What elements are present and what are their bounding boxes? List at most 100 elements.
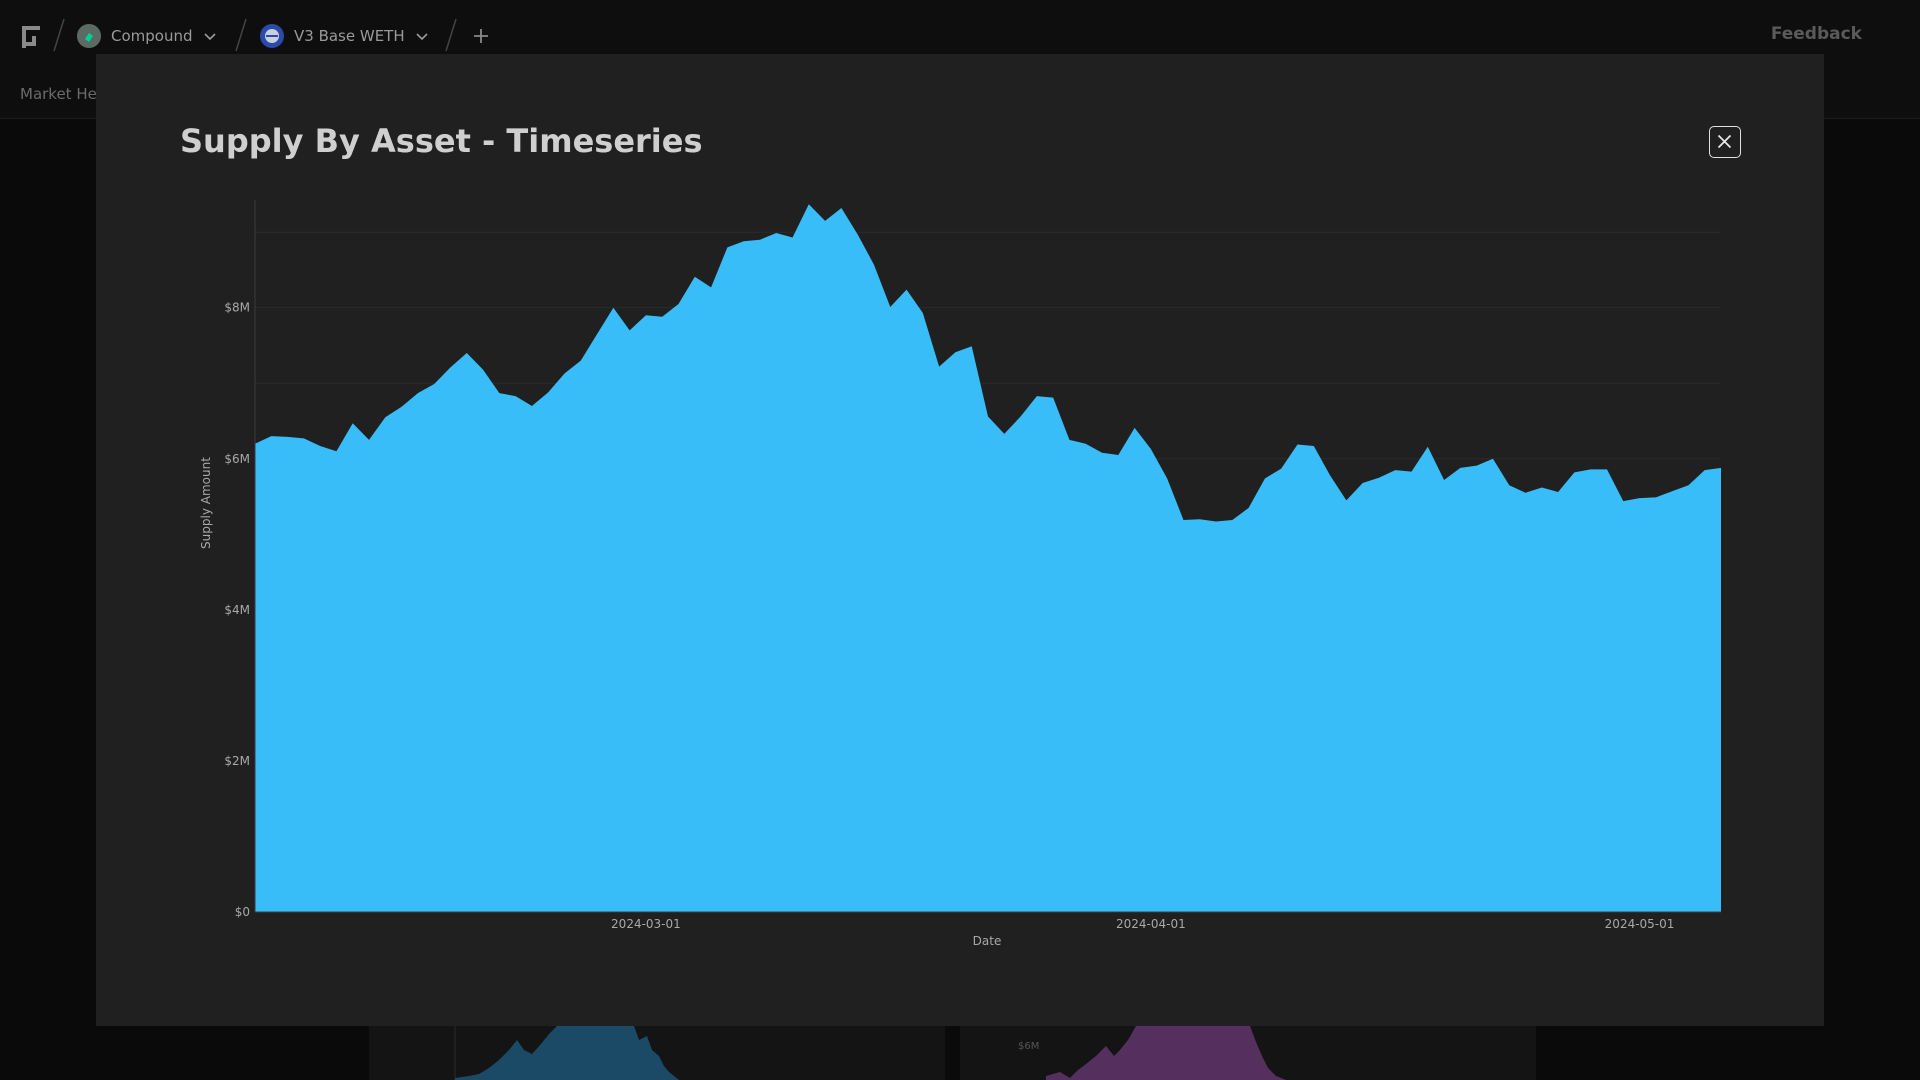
data-point xyxy=(839,206,843,210)
chart-container: $0 $2M $4M $6M $8M 2024-03-01 2024-04-01 2024-0… xyxy=(96,54,1824,1026)
data-point xyxy=(709,285,713,289)
data-point xyxy=(644,313,648,317)
data-point xyxy=(1344,498,1348,502)
data-point xyxy=(1035,394,1039,398)
data-point xyxy=(921,311,925,315)
data-point xyxy=(1589,467,1593,471)
data-point xyxy=(318,444,322,448)
data-point xyxy=(497,391,501,395)
data-point xyxy=(693,275,697,279)
x-tick-label: 2024-04-01 xyxy=(1116,917,1186,931)
data-point xyxy=(1670,489,1674,493)
data-point xyxy=(1442,478,1446,482)
data-point xyxy=(1507,483,1511,487)
data-point xyxy=(986,415,990,419)
data-point xyxy=(1067,438,1071,442)
breadcrumb-separator xyxy=(445,18,457,52)
y-tick-label: $2M xyxy=(224,754,250,768)
close-button[interactable] xyxy=(1709,126,1741,158)
protocol-label: Compound xyxy=(111,27,193,45)
data-point xyxy=(1230,518,1234,522)
feedback-button[interactable]: Feedback xyxy=(1770,24,1862,44)
data-point xyxy=(562,371,566,375)
data-point xyxy=(432,382,436,386)
tab-market-health[interactable]: Market Hea xyxy=(20,85,107,103)
background-area xyxy=(1046,1026,1286,1080)
data-point xyxy=(579,359,583,363)
data-point xyxy=(1149,447,1153,451)
y-tick-label: $0 xyxy=(235,905,250,919)
weth-logo-icon xyxy=(260,24,284,48)
data-point xyxy=(1475,464,1479,468)
data-point xyxy=(1556,490,1560,494)
series-area[interactable] xyxy=(255,204,1721,912)
data-point xyxy=(1410,470,1414,474)
data-point xyxy=(367,438,371,442)
data-point xyxy=(1605,467,1609,471)
data-point xyxy=(611,306,615,310)
chart-area-layer xyxy=(255,202,1723,912)
data-point xyxy=(953,350,957,354)
data-point xyxy=(1638,496,1642,500)
data-point xyxy=(334,449,338,453)
data-point xyxy=(1295,442,1299,446)
data-point xyxy=(530,404,534,408)
x-tick-label: 2024-05-01 xyxy=(1605,917,1675,931)
data-point xyxy=(383,415,387,419)
data-point xyxy=(774,231,778,235)
market-label: V3 Base WETH xyxy=(294,27,405,45)
data-point xyxy=(1214,520,1218,524)
data-point xyxy=(269,434,273,438)
data-point xyxy=(1084,442,1088,446)
data-point xyxy=(872,263,876,267)
data-point xyxy=(302,436,306,440)
breadcrumb-separator xyxy=(235,18,247,52)
x-tick-label: 2024-03-01 xyxy=(611,917,681,931)
data-point xyxy=(1377,476,1381,480)
data-point xyxy=(286,435,290,439)
data-point xyxy=(400,405,404,409)
data-point xyxy=(595,332,599,336)
data-point xyxy=(1165,476,1169,480)
background-area xyxy=(455,1026,679,1080)
y-tick-label: $6M xyxy=(224,452,250,466)
y-axis-label: Supply Amount xyxy=(199,457,213,549)
data-point xyxy=(1426,445,1430,449)
add-button[interactable] xyxy=(470,22,492,50)
modal-title: Supply By Asset - Timeseries xyxy=(180,122,703,160)
data-point xyxy=(1100,451,1104,455)
market-selector[interactable]: V3 Base WETH xyxy=(260,23,429,49)
x-axis-label: Date xyxy=(973,934,1002,948)
data-point xyxy=(1719,466,1723,470)
data-point xyxy=(1181,518,1185,522)
data-point xyxy=(1686,483,1690,487)
data-point xyxy=(1002,432,1006,436)
compound-logo-icon xyxy=(77,24,101,48)
data-point xyxy=(351,421,355,425)
supply-timeseries-chart: $0 $2M $4M $6M $8M 2024-03-01 2024-04-01 2024-0… xyxy=(199,200,1723,948)
data-point xyxy=(970,344,974,348)
data-point xyxy=(546,390,550,394)
data-point xyxy=(1019,415,1023,419)
app-logo-icon[interactable] xyxy=(20,24,42,48)
data-point xyxy=(1572,470,1576,474)
data-point xyxy=(1703,468,1707,472)
data-point xyxy=(1133,426,1137,430)
data-point xyxy=(791,236,795,240)
data-point xyxy=(1198,517,1202,521)
data-point xyxy=(1116,453,1120,457)
protocol-selector[interactable]: Compound xyxy=(77,23,217,49)
data-point xyxy=(856,232,860,236)
data-point xyxy=(514,394,518,398)
chevron-down-icon xyxy=(203,33,216,41)
data-point xyxy=(1540,486,1544,490)
close-icon xyxy=(1717,134,1732,149)
data-point xyxy=(1458,466,1462,470)
background-chart-card: $6M xyxy=(960,1026,1536,1080)
data-point xyxy=(1524,491,1528,495)
plus-icon xyxy=(474,29,488,43)
data-point xyxy=(1393,468,1397,472)
data-point xyxy=(807,202,811,206)
data-point xyxy=(677,302,681,306)
chart-axes: $0 $2M $4M $6M $8M 2024-03-01 2024-04-01 2024-0… xyxy=(224,200,1721,931)
